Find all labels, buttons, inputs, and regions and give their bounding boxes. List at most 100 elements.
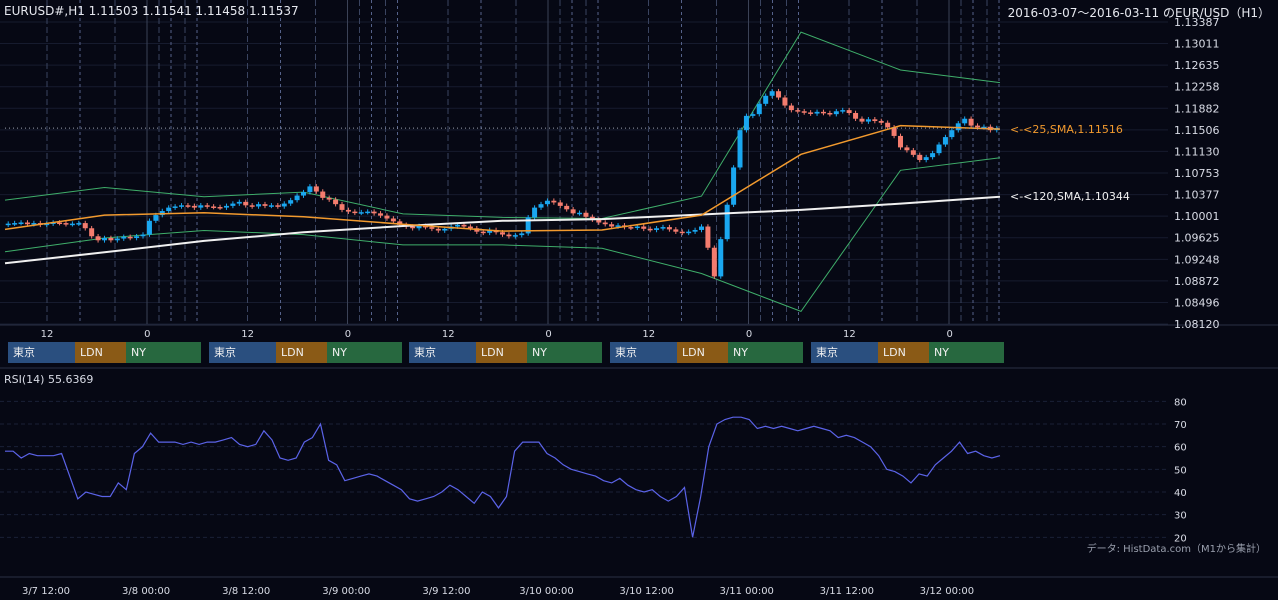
candle-body <box>204 205 210 207</box>
candle-body <box>544 200 550 205</box>
candle-body <box>596 219 602 223</box>
rsi-x-label: 3/9 00:00 <box>322 586 370 597</box>
candle-body <box>737 130 743 168</box>
candle-body <box>795 110 801 112</box>
rsi-x-label: 3/8 12:00 <box>222 586 270 597</box>
candle-body <box>808 112 814 114</box>
session-london: LDN <box>677 342 728 363</box>
rsi-tick-label: 80 <box>1174 397 1187 408</box>
candle-body <box>769 91 775 96</box>
price-tick-label: 1.12635 <box>1174 59 1220 72</box>
sma120-annotation: <-<120,SMA,1.10344 <box>1010 190 1130 203</box>
candle-body <box>69 223 75 226</box>
candle-body <box>763 95 769 104</box>
rsi-tick-label: 70 <box>1174 420 1187 431</box>
candle-body <box>236 201 242 204</box>
rsi-tick-label: 50 <box>1174 465 1187 476</box>
candle-body <box>756 103 762 115</box>
candle-body <box>930 153 936 158</box>
candle-body <box>198 205 204 208</box>
rsi-x-label: 3/12 00:00 <box>920 586 974 597</box>
candle-body <box>339 204 345 210</box>
candle-body <box>371 211 377 214</box>
candle-body <box>750 114 756 116</box>
rsi-tick-label: 60 <box>1174 443 1187 454</box>
candle-body <box>384 215 390 219</box>
session-ny: NY <box>126 342 201 363</box>
candle-body <box>923 157 929 161</box>
candle-body <box>358 212 364 214</box>
candle-body <box>422 225 428 228</box>
symbol-info: EURUSD#,H1 1.11503 1.11541 1.11458 1.115… <box>4 4 299 18</box>
session-london: LDN <box>878 342 929 363</box>
candle-body <box>666 227 672 230</box>
candle-body <box>891 127 897 136</box>
candle-body <box>57 222 63 225</box>
candle-body <box>692 229 698 232</box>
candle-body <box>211 206 217 208</box>
session-ny: NY <box>327 342 402 363</box>
candle-body <box>865 119 871 122</box>
candle-body <box>583 212 589 217</box>
rsi-x-label: 3/11 12:00 <box>820 586 874 597</box>
candle-body <box>223 205 229 208</box>
candle-body <box>577 212 583 215</box>
candle-body <box>827 112 833 115</box>
candle-body <box>820 111 826 114</box>
candle-body <box>519 233 525 236</box>
hour-tick-label: 12 <box>442 329 455 340</box>
candle-body <box>718 239 724 277</box>
candle-body <box>615 225 621 227</box>
candle-body <box>185 205 191 207</box>
candle-body <box>89 228 95 237</box>
price-tick-label: 1.08496 <box>1174 296 1220 309</box>
candle-body <box>153 215 159 221</box>
candle-body <box>981 126 987 129</box>
candle-body <box>975 125 981 128</box>
candle-body <box>788 105 794 111</box>
candlestick-series <box>5 88 1000 279</box>
price-tick-label: 1.11882 <box>1174 102 1220 115</box>
bollinger-bands <box>4 31 1001 313</box>
candle-body <box>333 199 339 205</box>
candle-body <box>602 222 608 225</box>
rsi-x-label: 3/10 12:00 <box>619 586 673 597</box>
candle-body <box>5 223 11 226</box>
hour-tick-label: 0 <box>144 329 150 340</box>
candle-body <box>467 226 473 229</box>
candle-body <box>166 207 172 212</box>
candle-body <box>50 222 56 225</box>
candle-body <box>24 222 30 225</box>
candle-body <box>955 123 961 131</box>
candle-body <box>634 226 640 229</box>
rsi-line <box>5 416 1001 538</box>
rsi-x-label: 3/8 00:00 <box>122 586 170 597</box>
candle-body <box>127 236 133 239</box>
candle-body <box>942 137 948 145</box>
rsi-x-label: 3/7 12:00 <box>22 586 70 597</box>
rsi-chart: 80 70 60 50 40 30 20 3/7 12:00 3/8 00:00 3/8 12:0… <box>0 397 1187 597</box>
candle-body <box>313 186 319 192</box>
candle-body <box>82 223 88 229</box>
candle-body <box>95 236 101 241</box>
candle-body <box>410 226 416 229</box>
candle-body <box>18 222 24 225</box>
candle-body <box>461 224 467 227</box>
chart-grid <box>0 0 1278 578</box>
candle-body <box>936 144 942 154</box>
candle-body <box>102 237 107 241</box>
session-ny: NY <box>527 342 602 363</box>
candle-body <box>654 228 660 230</box>
hour-tick-label: 12 <box>41 329 54 340</box>
candle-body <box>352 211 358 214</box>
session-tokyo: 東京 <box>610 342 677 363</box>
rsi-title: RSI(14) 55.6369 <box>4 373 94 386</box>
candle-body <box>898 135 903 148</box>
candle-body <box>121 236 127 239</box>
session-ny: NY <box>728 342 803 363</box>
candle-body <box>904 147 910 151</box>
candle-body <box>378 213 384 216</box>
candle-body <box>397 221 403 225</box>
candle-body <box>63 223 69 225</box>
